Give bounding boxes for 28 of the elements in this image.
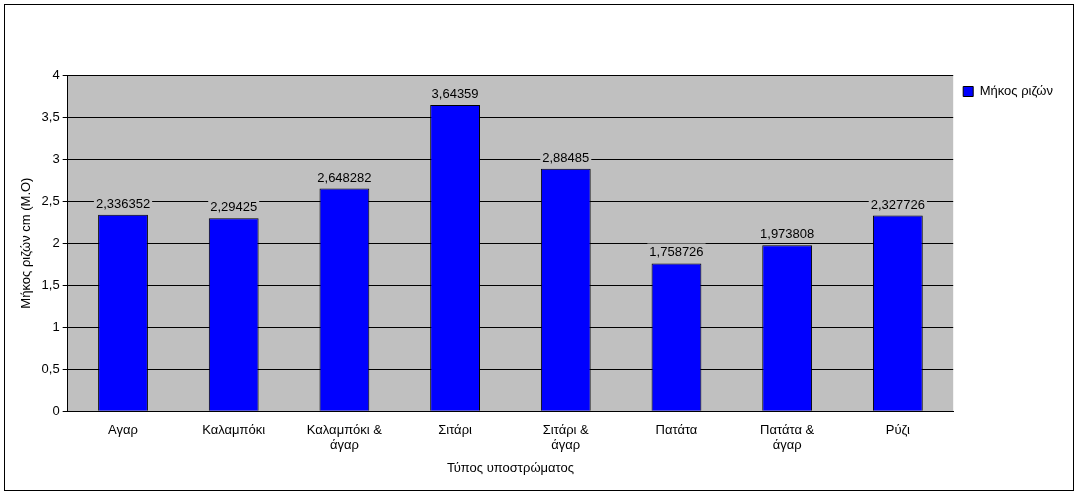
x-axis-title: Τύπος υποστρώματος — [446, 459, 574, 475]
x-tick-label: Πατάτα & άγαρ — [760, 421, 815, 453]
y-axis-title: Μήκος ριζών cm (Μ.Ο) — [18, 177, 34, 309]
y-tick-label: 3 — [52, 150, 60, 166]
x-tick-label: Σιτάρι — [438, 421, 473, 437]
x-tick-label: Πατάτα — [655, 421, 698, 437]
y-tick-label: 1 — [52, 318, 60, 334]
y-tick-label: 2 — [52, 234, 60, 250]
data-label: 2,88485 — [542, 149, 590, 165]
y-tick-label: 4 — [52, 66, 60, 82]
x-tick-label: Καλαμπόκι & άγαρ — [306, 421, 383, 453]
data-label: 1,973808 — [760, 226, 815, 242]
x-tick-label: Καλαμπόκι — [202, 421, 266, 437]
data-label: 2,29425 — [210, 199, 258, 215]
x-tick-label: Σιτάρι & άγαρ — [542, 421, 590, 453]
y-tick-label: 1,5 — [41, 276, 60, 292]
x-tick-label: Ρύζι — [885, 421, 911, 437]
y-tick-label: 0,5 — [41, 360, 60, 376]
y-tick-label: 2,5 — [41, 192, 60, 208]
y-tick-label: 0 — [52, 402, 60, 418]
x-tick-label: Αγαρ — [108, 421, 138, 437]
data-label: 2,648282 — [317, 169, 372, 185]
legend-label: Μήκος ριζών — [979, 83, 1054, 99]
data-label: 2,327726 — [870, 196, 925, 212]
y-tick-label: 3,5 — [41, 108, 60, 124]
data-label: 3,64359 — [431, 86, 479, 102]
data-label: 2,336352 — [95, 195, 151, 211]
data-label: 1,758726 — [649, 244, 704, 260]
